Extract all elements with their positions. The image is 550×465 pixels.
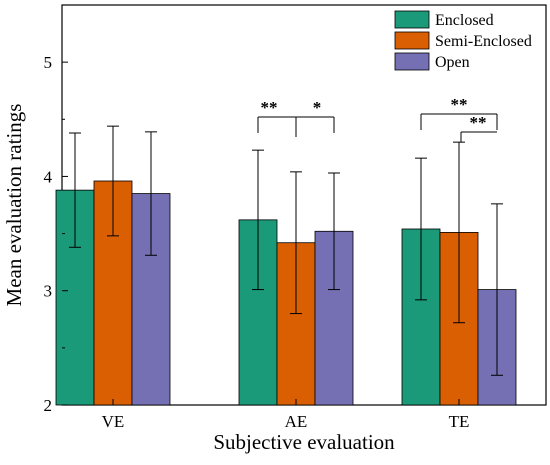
bars-layer [55,125,517,406]
significance-label: ** [470,113,487,132]
x-tick-label: AE [285,412,308,431]
significance-label: * [313,98,322,117]
legend: Enclosed Semi-Enclosed Open [394,10,532,71]
x-axis-title: Subjective evaluation [213,430,395,454]
legend-swatch [394,10,430,29]
x-tick-label: TE [449,412,470,431]
axis-layer: 2 3 4 5 VE AE TE [44,53,470,431]
significance-label: ** [451,95,468,114]
significance-label: ** [261,98,278,117]
significance-layer: ** * **** [257,95,498,142]
legend-label: Open [435,54,470,71]
y-tick-label: 2 [44,396,53,415]
y-tick-label: 4 [44,167,53,186]
y-tick-label: 3 [44,282,53,301]
legend-swatch [394,52,430,71]
x-tick-label: VE [102,412,125,431]
legend-swatch [394,31,430,50]
y-axis-title: Mean evaluation ratings [2,104,26,307]
legend-label: Enclosed [435,12,494,29]
y-tick-label: 5 [44,53,53,72]
legend-label: Semi-Enclosed [435,33,532,50]
bar-te-0 [401,228,441,406]
